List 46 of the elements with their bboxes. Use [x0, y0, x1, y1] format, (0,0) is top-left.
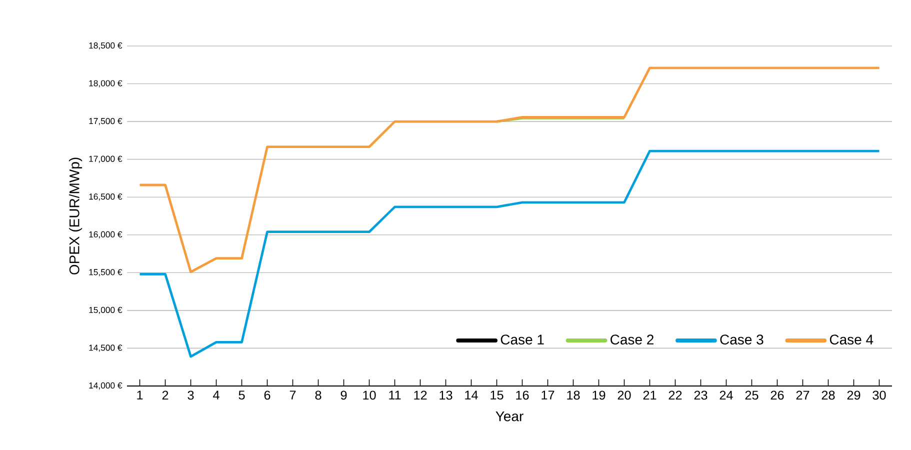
x-tick-label: 28 — [822, 390, 835, 400]
y-tick-label: 14,000 € — [89, 382, 122, 390]
y-tick-label: 18,000 € — [89, 80, 122, 88]
x-tick-label: 2 — [162, 390, 168, 400]
x-tick-label: 7 — [290, 390, 296, 400]
y-tick-label: 17,000 € — [89, 156, 122, 163]
x-tick-label: 16 — [516, 390, 529, 400]
x-tick-label: 15 — [490, 390, 504, 400]
legend-label: Case 4 — [830, 334, 874, 345]
x-tick-label: 19 — [592, 390, 606, 400]
x-tick-label: 9 — [340, 390, 347, 400]
y-axis-title: OPEX (EUR/MWp) — [69, 158, 82, 274]
x-tick-label: 25 — [745, 390, 758, 400]
legend-label: Case 3 — [720, 334, 764, 345]
x-tick-label: 13 — [440, 390, 452, 400]
x-tick-label: 12 — [414, 390, 427, 400]
y-tick-label: 17,500 € — [89, 118, 122, 126]
x-tick-label: 24 — [720, 390, 733, 400]
legend-label: Case 1 — [500, 334, 544, 345]
x-axis-title: Year — [496, 412, 524, 422]
x-tick-label: 8 — [315, 390, 322, 400]
y-tick-label: 15,000 € — [89, 306, 122, 314]
legend-label: Case 2 — [610, 334, 654, 345]
x-tick-label: 30 — [872, 390, 886, 400]
y-tick-label: 15,500 € — [89, 269, 122, 276]
x-tick-label: 18 — [567, 390, 580, 400]
x-tick-label: 23 — [694, 390, 708, 400]
x-tick-label: 4 — [213, 390, 220, 400]
x-tick-label: 14 — [465, 390, 478, 400]
x-tick-label: 11 — [389, 390, 401, 400]
y-tick-label: 16,500 € — [89, 194, 122, 201]
y-tick-label: 14,500 € — [89, 344, 122, 352]
y-tick-label: 16,000 € — [89, 231, 122, 238]
x-tick-label: 27 — [796, 390, 810, 400]
y-tick-label: 18,500 € — [89, 42, 122, 50]
x-tick-label: 10 — [363, 390, 376, 400]
x-tick-label: 17 — [542, 390, 554, 400]
x-tick-label: 20 — [618, 390, 631, 400]
x-tick-label: 6 — [264, 390, 270, 400]
x-tick-label: 3 — [188, 390, 194, 400]
x-tick-label: 21 — [643, 390, 656, 400]
x-tick-label: 29 — [847, 390, 860, 400]
x-tick-label: 1 — [137, 390, 143, 400]
x-tick-label: 5 — [238, 390, 245, 400]
x-tick-label: 22 — [668, 390, 682, 400]
x-tick-label: 26 — [770, 390, 784, 400]
